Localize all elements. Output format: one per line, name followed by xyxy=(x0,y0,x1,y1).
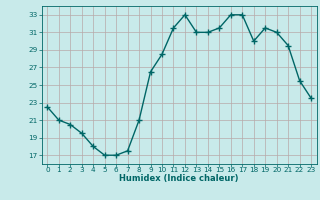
X-axis label: Humidex (Indice chaleur): Humidex (Indice chaleur) xyxy=(119,174,239,183)
